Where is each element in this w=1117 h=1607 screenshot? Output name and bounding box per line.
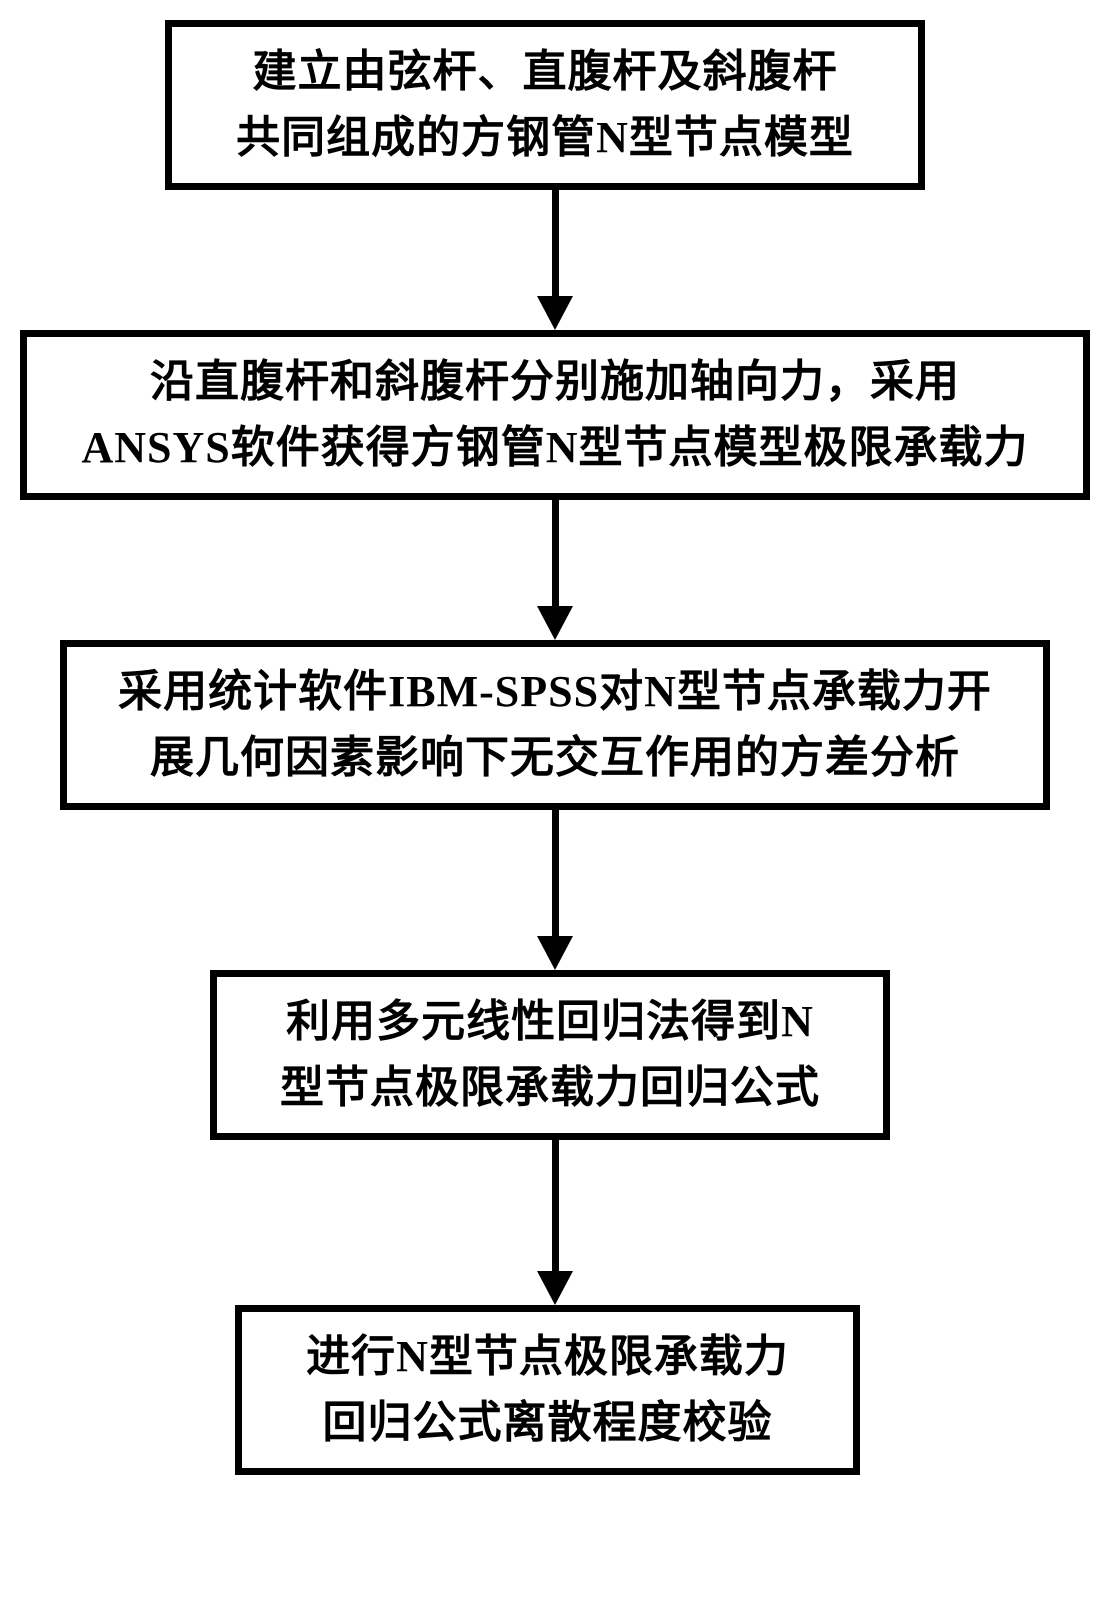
arrow-2-3 bbox=[537, 500, 573, 640]
arrow-head-icon bbox=[537, 606, 573, 640]
arrow-head-icon bbox=[537, 296, 573, 330]
arrow-line bbox=[552, 810, 559, 936]
arrow-line bbox=[552, 1140, 559, 1271]
arrow-3-4 bbox=[537, 810, 573, 970]
arrow-head-icon bbox=[537, 936, 573, 970]
node-4-text: 利用多元线性回归法得到N 型节点极限承载力回归公式 bbox=[280, 989, 820, 1121]
arrow-line bbox=[552, 190, 559, 296]
node-3-text: 采用统计软件IBM-SPSS对N型节点承载力开 展几何因素影响下无交互作用的方差… bbox=[118, 659, 992, 791]
node-2-text: 沿直腹杆和斜腹杆分别施加轴向力，采用 ANSYS软件获得方钢管N型节点模型极限承… bbox=[81, 349, 1028, 481]
node-5: 进行N型节点极限承载力 回归公式离散程度校验 bbox=[235, 1305, 860, 1475]
node-4: 利用多元线性回归法得到N 型节点极限承载力回归公式 bbox=[210, 970, 890, 1140]
node-1-text: 建立由弦杆、直腹杆及斜腹杆 共同组成的方钢管N型节点模型 bbox=[236, 39, 854, 171]
flowchart-container: 建立由弦杆、直腹杆及斜腹杆 共同组成的方钢管N型节点模型 沿直腹杆和斜腹杆分别施… bbox=[0, 0, 1117, 1607]
arrow-1-2 bbox=[537, 190, 573, 330]
node-1: 建立由弦杆、直腹杆及斜腹杆 共同组成的方钢管N型节点模型 bbox=[165, 20, 925, 190]
node-2: 沿直腹杆和斜腹杆分别施加轴向力，采用 ANSYS软件获得方钢管N型节点模型极限承… bbox=[20, 330, 1090, 500]
node-5-text: 进行N型节点极限承载力 回归公式离散程度校验 bbox=[306, 1324, 789, 1456]
arrow-line bbox=[552, 500, 559, 606]
node-3: 采用统计软件IBM-SPSS对N型节点承载力开 展几何因素影响下无交互作用的方差… bbox=[60, 640, 1050, 810]
arrow-head-icon bbox=[537, 1271, 573, 1305]
arrow-4-5 bbox=[537, 1140, 573, 1305]
